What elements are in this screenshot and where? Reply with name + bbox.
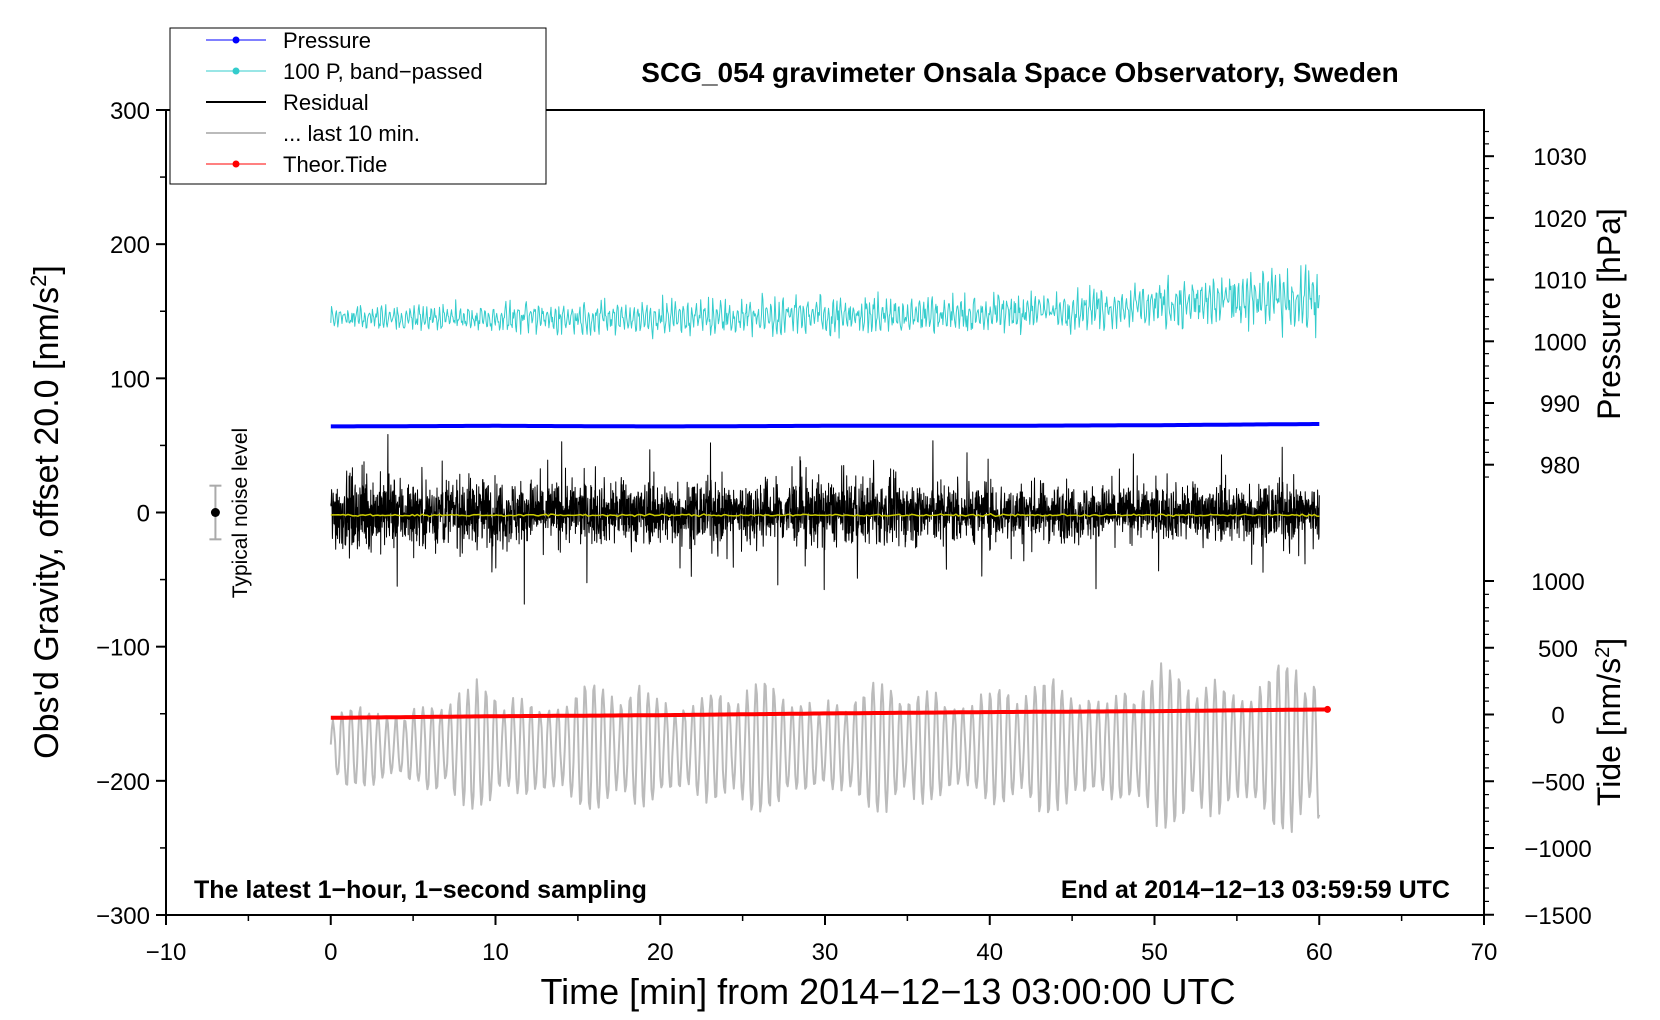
x-tick-label: −10 bbox=[146, 939, 187, 966]
legend-label-residual: Residual bbox=[283, 90, 369, 115]
y-tick-label: −200 bbox=[96, 769, 150, 796]
x-tick-label: 70 bbox=[1471, 939, 1498, 966]
y-tick-label: −100 bbox=[96, 635, 150, 662]
y-tick-label: 100 bbox=[110, 366, 150, 393]
y-tick-label: −300 bbox=[96, 903, 150, 930]
x-axis-label: Time [min] from 2014−12−13 03:00:00 UTC bbox=[540, 971, 1235, 1012]
legend-box bbox=[169, 27, 547, 185]
y-axis-label: Obs'd Gravity, offset 20.0 [nm/s2] bbox=[26, 265, 67, 759]
series-residual-mean bbox=[330, 512, 1320, 518]
pressure-tick-label: 1020 bbox=[1533, 206, 1586, 233]
annotation-sampling: The latest 1−hour, 1−second sampling bbox=[194, 876, 647, 904]
legend-marker-bandpass bbox=[232, 67, 240, 75]
x-tick-label: 10 bbox=[482, 939, 509, 966]
legend-label-last10: ... last 10 min. bbox=[283, 121, 420, 146]
annotation-end-time: End at 2014−12−13 03:59:59 UTC bbox=[1061, 876, 1450, 904]
legend-label-pressure: Pressure bbox=[283, 28, 371, 53]
x-tick-label: 40 bbox=[976, 939, 1003, 966]
pressure-tick-label: 1000 bbox=[1533, 329, 1586, 356]
series-band-passed bbox=[330, 264, 1320, 340]
pressure-axis-label: Pressure [hPa] bbox=[1591, 208, 1627, 420]
pressure-tick-label: 980 bbox=[1540, 453, 1580, 480]
tide-tick-label: 0 bbox=[1551, 703, 1564, 730]
tide-tick-label: 1000 bbox=[1531, 569, 1584, 596]
legend-marker-pressure bbox=[232, 36, 240, 44]
pressure-tick-label: 990 bbox=[1540, 391, 1580, 418]
tide-tick-label: −1500 bbox=[1524, 903, 1591, 930]
x-tick-label: 30 bbox=[812, 939, 839, 966]
y-tick-label: 200 bbox=[110, 232, 150, 259]
pressure-tick-label: 1030 bbox=[1533, 144, 1586, 171]
series-layer bbox=[209, 264, 1331, 833]
x-tick-label: 20 bbox=[647, 939, 674, 966]
tide-tick-label: −1000 bbox=[1524, 836, 1591, 863]
legend-marker-tide bbox=[232, 160, 240, 168]
tide-tick-label: 500 bbox=[1538, 636, 1578, 663]
axes-layer: −10 0 10 20 30 40 50 60 70−300−200−1000100200300… bbox=[96, 98, 1592, 966]
legend-label-bandpass: 100 P, band−passed bbox=[283, 59, 483, 84]
y-tick-label: 300 bbox=[110, 98, 150, 125]
pressure-tick-label: 1010 bbox=[1533, 268, 1586, 295]
x-tick-label: 50 bbox=[1141, 939, 1168, 966]
legend-label-tide: Theor.Tide bbox=[283, 152, 387, 177]
legend: Pressure 100 P, band−passed Residual ...… bbox=[169, 27, 547, 185]
tide-tick-label: −500 bbox=[1531, 769, 1585, 796]
noise-level-label: Typical noise level bbox=[229, 428, 252, 598]
x-tick-label: 60 bbox=[1306, 939, 1333, 966]
series-theor-tide bbox=[330, 707, 1328, 720]
tide-end-marker bbox=[1323, 705, 1331, 713]
tide-axis-label: Tide [nm/s2] bbox=[1591, 638, 1627, 806]
series-pressure bbox=[330, 422, 1320, 429]
chart-title: SCG_054 gravimeter Onsala Space Observat… bbox=[641, 57, 1398, 88]
series-last-10-min bbox=[329, 662, 1321, 833]
y-tick-label: 0 bbox=[137, 501, 150, 528]
series-residual bbox=[330, 434, 1320, 605]
noise-bar-center bbox=[210, 508, 220, 517]
x-tick-label: 0 bbox=[324, 939, 337, 966]
